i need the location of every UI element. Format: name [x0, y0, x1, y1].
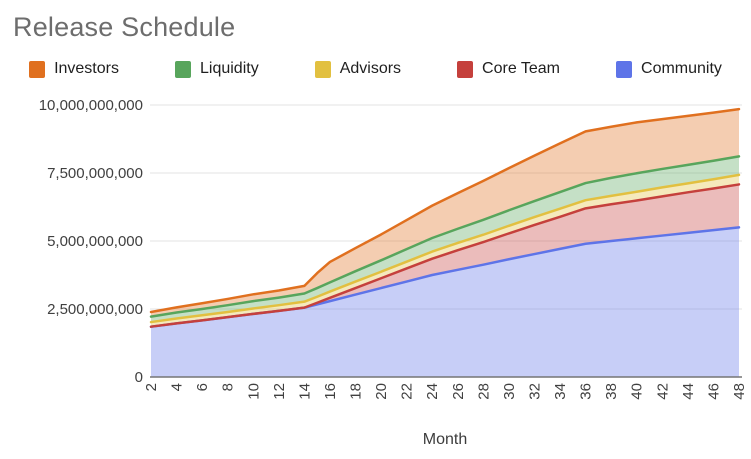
series-line-core-team — [149, 183, 741, 328]
y-axis-tick-label: 10,000,000,000 — [39, 97, 143, 114]
x-axis-tick-label: 4 — [169, 383, 186, 391]
x-axis-tick-label: 46 — [705, 383, 722, 400]
legend-item-core-team[interactable]: Core Team — [457, 60, 560, 78]
x-axis-tick-label: 20 — [373, 383, 390, 400]
x-axis-tick-label: 26 — [450, 383, 467, 400]
x-axis-tick-label: 32 — [526, 383, 543, 400]
x-axis-tick-label: 40 — [629, 383, 646, 400]
x-axis-tick-label: 42 — [654, 383, 671, 400]
x-axis-tick-label: 34 — [552, 383, 569, 400]
chart-title: Release Schedule — [13, 12, 236, 42]
series-line-advisors — [149, 173, 741, 324]
legend-swatch-liquidity — [174, 60, 191, 78]
x-axis-tick-label: 8 — [220, 383, 237, 391]
y-axis-tick-label: 2,500,000,000 — [47, 301, 143, 318]
x-axis-tick-label: 6 — [194, 383, 211, 391]
legend-item-investors[interactable]: Investors — [29, 60, 119, 78]
legend-label-liquidity: Liquidity — [199, 60, 259, 77]
series-area-advisors — [151, 174, 739, 327]
x-axis-tick-label: 30 — [501, 383, 518, 400]
x-axis-tick-label: 36 — [578, 383, 595, 400]
y-axis-tick-label: 7,500,000,000 — [47, 165, 143, 182]
legend-label-investors: Investors — [54, 60, 119, 77]
x-axis-title: Month — [422, 431, 468, 448]
legend-swatch-community — [616, 60, 633, 78]
legend-swatch-advisors — [314, 60, 331, 78]
y-axis-tick-label: 5,000,000,000 — [47, 233, 143, 250]
x-axis-tick-label: 48 — [731, 383, 748, 400]
x-axis-tick-label: 44 — [680, 383, 697, 400]
legend-swatch-investors — [29, 60, 46, 78]
series-area-liquidity — [151, 156, 739, 323]
legend-label-advisors: Advisors — [339, 60, 402, 77]
legend-label-community: Community — [641, 60, 722, 77]
x-axis-tick-label: 18 — [348, 383, 365, 400]
legend-label-core-team: Core Team — [482, 60, 561, 77]
x-axis-tick-label: 38 — [603, 383, 620, 400]
x-axis-tick-label: 14 — [296, 383, 313, 400]
series-area-investors — [151, 109, 739, 317]
x-axis-tick-label: 22 — [399, 383, 416, 400]
legend-item-liquidity[interactable]: Liquidity — [174, 60, 259, 78]
series-line-investors — [149, 107, 741, 314]
x-axis-tick-label: 28 — [475, 383, 492, 400]
legend-item-advisors[interactable]: Advisors — [314, 60, 402, 78]
x-axis-tick-label: 10 — [245, 383, 262, 400]
series-line-liquidity — [149, 155, 741, 318]
legend-swatch-core-team — [457, 60, 474, 78]
x-axis-tick-label: 24 — [424, 383, 441, 400]
x-axis-tick-label: 12 — [271, 383, 288, 400]
x-axis-tick-label: 16 — [322, 383, 339, 400]
series-area-community — [151, 227, 739, 377]
legend-item-community[interactable]: Community — [616, 60, 722, 78]
chart-legend: Investors Liquidity Advisors Core Team Commu… — [0, 56, 751, 82]
x-axis-tick-label: 2 — [143, 383, 160, 391]
y-axis-tick-label: 0 — [135, 369, 143, 386]
